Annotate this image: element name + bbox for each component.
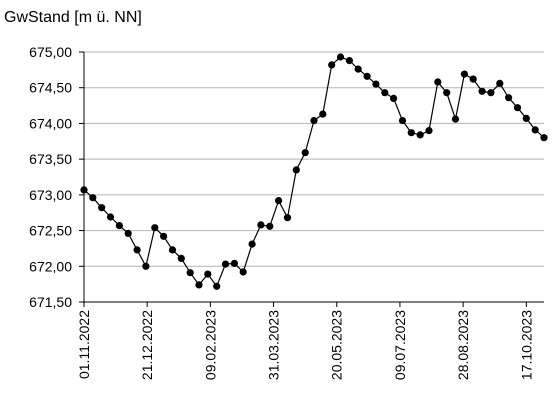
data-point — [142, 262, 150, 270]
data-point — [505, 94, 513, 102]
data-point — [177, 254, 185, 262]
y-tick-label: 672,00 — [29, 258, 72, 274]
data-point — [336, 53, 345, 61]
gridlines — [84, 51, 544, 303]
y-tick-label: 674,00 — [29, 115, 72, 131]
data-point — [416, 131, 424, 139]
data-point — [266, 222, 274, 230]
data-point — [407, 129, 415, 137]
data-point — [345, 57, 353, 65]
data-point — [115, 222, 123, 230]
data-point — [425, 127, 433, 135]
data-point — [443, 89, 451, 97]
data-point — [540, 134, 548, 142]
data-point — [451, 115, 460, 123]
data-point — [283, 214, 292, 222]
data-point — [469, 75, 477, 83]
y-tick-label: 674,50 — [29, 80, 72, 96]
data-point — [460, 70, 468, 78]
data-point — [239, 268, 247, 276]
data-point — [248, 240, 256, 248]
data-point — [80, 186, 88, 194]
data-point — [195, 281, 203, 289]
data-point — [98, 204, 106, 212]
data-point — [310, 117, 318, 125]
data-point — [363, 72, 371, 80]
data-point — [531, 126, 539, 134]
x-tick-label: 28.08.2023 — [455, 310, 471, 380]
data-point — [106, 213, 115, 221]
y-tick-labels: 671,50 672,00 672,50 673,00 673,50 674,00 674,… — [29, 44, 72, 310]
y-tick-label: 671,50 — [29, 294, 72, 310]
data-point — [213, 282, 221, 290]
x-tick-labels: 01.11.2022 21.12.2022 09.02.2023 31.03.2023… — [76, 310, 534, 380]
data-point — [186, 269, 194, 277]
data-point — [221, 260, 230, 268]
data-point — [230, 259, 238, 267]
y-tick-label: 675,00 — [29, 44, 72, 60]
data-point — [160, 232, 168, 240]
x-tick-label: 09.02.2023 — [202, 310, 218, 380]
data-point — [390, 94, 398, 102]
data-point — [275, 197, 283, 205]
axes — [79, 51, 544, 307]
data-point — [124, 229, 132, 237]
x-tick-label: 20.05.2023 — [329, 310, 345, 380]
data-point — [328, 61, 336, 69]
data-point — [89, 194, 97, 202]
y-axis-title: GwStand [m ü. NN] — [4, 9, 142, 26]
y-tick-label: 673,50 — [29, 151, 72, 167]
x-tick-label: 17.10.2023 — [518, 310, 534, 380]
data-point — [301, 149, 309, 157]
data-point — [496, 79, 504, 87]
data-point — [168, 246, 177, 254]
y-tick-label: 672,50 — [29, 223, 72, 239]
data-series — [80, 53, 548, 290]
data-point — [487, 89, 495, 97]
data-point — [292, 166, 300, 174]
data-point — [513, 104, 522, 112]
data-point — [478, 87, 486, 95]
data-point — [319, 110, 327, 118]
data-point — [354, 65, 362, 73]
x-tick-label: 21.12.2022 — [139, 310, 155, 380]
series-line — [83, 56, 545, 288]
x-tick-label: 01.11.2022 — [76, 310, 92, 379]
data-point — [204, 270, 212, 278]
data-point — [133, 246, 141, 254]
x-tick-label: 31.03.2023 — [266, 310, 282, 380]
data-point — [151, 224, 159, 232]
y-tick-label: 673,00 — [29, 187, 72, 203]
data-point — [257, 221, 265, 229]
data-point — [434, 78, 442, 86]
data-point — [398, 117, 407, 125]
data-point — [372, 80, 380, 88]
x-tick-label: 09.07.2023 — [392, 310, 408, 380]
data-point — [381, 89, 389, 97]
data-point — [522, 114, 530, 122]
